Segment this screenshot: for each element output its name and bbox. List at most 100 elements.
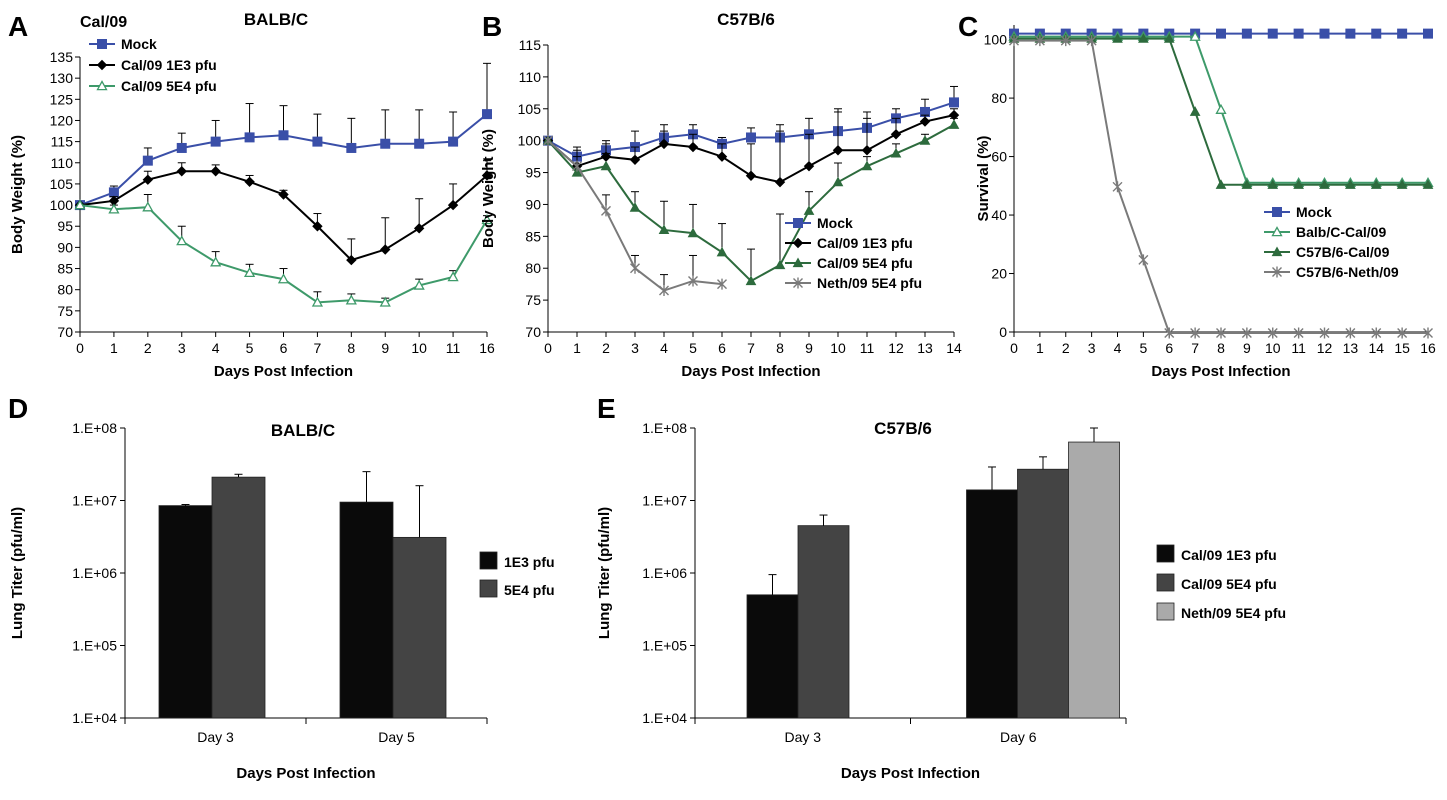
y-tick-label: 95	[525, 165, 541, 181]
y-tick-label: 120	[50, 112, 74, 128]
x-tick-label: 13	[917, 340, 933, 356]
data-point	[774, 176, 786, 188]
panel-d: D BALB/C 1.E+04 1.E+05 1.E+06 1.E+07 1.E+08 Day…	[8, 393, 555, 782]
data-point	[1422, 179, 1434, 189]
y-tick-label: 110	[519, 69, 542, 85]
data-point	[861, 160, 873, 171]
data-point	[142, 174, 154, 185]
legend-swatch	[479, 551, 498, 570]
data-point	[629, 154, 641, 166]
data-point	[1397, 28, 1408, 39]
bar-cal-09-5e4-pfu	[797, 525, 850, 719]
data-point	[108, 203, 120, 214]
data-point	[210, 166, 221, 177]
legend-label: Cal/09 1E3 pfu	[1181, 547, 1277, 563]
y-tick-label: 100	[518, 133, 542, 149]
data-point	[948, 119, 960, 129]
data-point	[1009, 35, 1019, 47]
data-point	[629, 202, 641, 212]
x-axis-label: Days Post Infection	[236, 765, 375, 782]
data-point	[312, 136, 323, 147]
data-point	[414, 138, 425, 149]
data-point	[176, 235, 188, 246]
x-tick-label: 9	[1243, 340, 1251, 356]
x-tick-label: 5	[689, 340, 697, 356]
y-tick-label: 1.E+08	[72, 420, 117, 436]
bar-neth-09-5e4-pfu	[1068, 441, 1120, 719]
bar-1e3-pfu	[158, 505, 213, 719]
y-axis-label: Lung Titer (pfu/ml)	[9, 507, 26, 639]
legend-label: C57B/6-Neth/09	[1296, 264, 1399, 280]
y-tick-label: 1.E+07	[642, 493, 687, 509]
x-tick-label: 10	[830, 340, 846, 356]
series-line	[79, 204, 488, 304]
data-point	[1423, 28, 1433, 39]
legend-marker	[96, 59, 108, 71]
x-tick-label: 7	[314, 340, 322, 356]
data-point	[243, 266, 256, 278]
data-point	[688, 275, 698, 287]
y-tick-label: 75	[57, 303, 73, 319]
y-tick-label: 135	[50, 49, 74, 65]
y-tick-label: 90	[57, 239, 73, 255]
x-tick-label: 9	[381, 340, 389, 356]
y-tick-label: 1.E+06	[642, 565, 687, 581]
data-point	[1293, 179, 1304, 189]
legend-label: Cal/09 5E4 pfu	[121, 78, 217, 94]
y-tick-label: 80	[57, 282, 73, 298]
chart-title: BALB/C	[244, 10, 308, 29]
x-tick-label: 6	[718, 340, 726, 356]
legend-label: Mock	[121, 36, 157, 52]
y-tick-label: 115	[519, 37, 542, 53]
series-cal-09-5e4-pfu	[74, 194, 493, 307]
data-point	[571, 167, 583, 177]
x-axis-label: Days Post Infection	[214, 363, 353, 380]
x-tick-label: 7	[747, 340, 755, 356]
category-label: Day 3	[197, 729, 234, 745]
data-point	[244, 132, 255, 143]
legend: Mock Cal/09 1E3 pfu Cal/09 5E4 pfu Neth/09 …	[785, 215, 922, 291]
bar-5e4-pfu	[211, 476, 266, 719]
data-point	[1138, 33, 1149, 43]
chart-subtitle: Cal/09	[80, 14, 127, 31]
legend: Mock Balb/C-Cal/09 C57B/6-Cal/09 C57B/6-Net…	[1264, 204, 1399, 280]
legend-label: Balb/C-Cal/09	[1296, 224, 1386, 240]
legend-marker	[792, 237, 804, 249]
legend-label: C57B/6-Cal/09	[1296, 244, 1390, 260]
data-point	[890, 129, 902, 140]
y-tick-label: 80	[525, 260, 541, 276]
x-tick-label: 0	[1010, 340, 1018, 356]
x-tick-label: 11	[1291, 340, 1306, 356]
data-point	[601, 205, 611, 217]
data-point	[1267, 327, 1278, 339]
legend-swatch	[479, 579, 498, 598]
legend-marker	[1272, 207, 1282, 217]
series-balb-c-cal-09	[1008, 30, 1434, 188]
data-point	[716, 151, 728, 162]
data-point	[1189, 30, 1201, 41]
data-point	[746, 132, 756, 143]
data-point	[890, 147, 902, 158]
legend-label: Cal/09 1E3 pfu	[817, 235, 913, 251]
legend-label: 1E3 pfu	[504, 554, 555, 570]
x-tick-label: 5	[1139, 340, 1147, 356]
data-point	[448, 136, 459, 147]
legend-marker	[1272, 266, 1282, 278]
x-tick-label: 4	[212, 340, 220, 356]
data-point	[142, 155, 153, 166]
data-point	[1345, 28, 1356, 39]
data-point	[1163, 33, 1175, 43]
data-point	[1423, 327, 1433, 339]
category-label: Day 5	[378, 729, 415, 745]
data-point	[210, 136, 221, 147]
bar-1e3-pfu	[339, 501, 394, 719]
data-point	[919, 135, 931, 145]
x-tick-label: 6	[1165, 340, 1173, 356]
y-tick-label: 1.E+06	[72, 565, 117, 581]
y-tick-label: 1.E+04	[642, 710, 687, 726]
data-point	[1293, 327, 1304, 339]
y-tick-label: 60	[991, 149, 1007, 165]
legend-swatch	[1156, 573, 1175, 592]
legend-marker	[1271, 226, 1283, 237]
y-tick-label: 1.E+08	[642, 420, 687, 436]
